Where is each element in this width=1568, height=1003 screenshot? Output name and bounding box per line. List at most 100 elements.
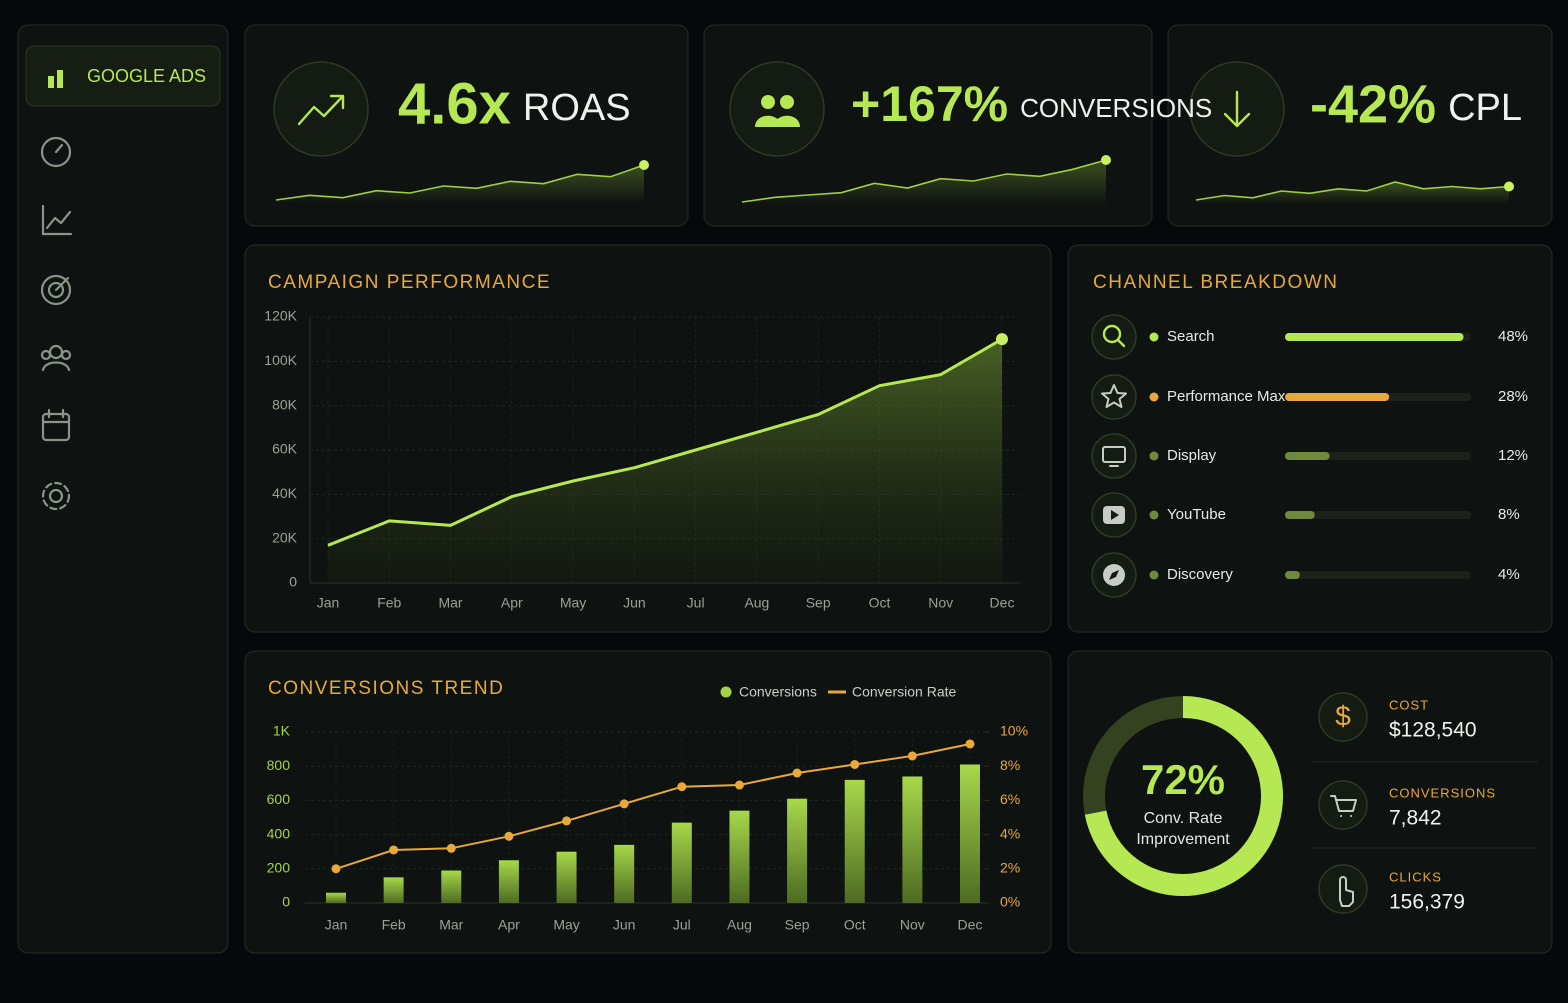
- sparkline: [1195, 181, 1510, 201]
- bar: [1285, 333, 1464, 341]
- y2-tick-label: 8%: [1000, 757, 1020, 773]
- x-tick-label: Sep: [806, 595, 831, 611]
- legend-dot: [1149, 451, 1159, 461]
- line-point: [792, 768, 802, 778]
- campaign-chart: 0 20K 40K 60K 80K 100K 120K Jan Feb Mar Apr May Jun J…: [264, 308, 1020, 611]
- line-end-dot: [996, 333, 1008, 346]
- bar: [844, 779, 865, 903]
- value-label: 48%: [1498, 328, 1528, 345]
- bar: [614, 844, 635, 903]
- x-tick-label: Jul: [673, 917, 691, 933]
- y-tick-label: 1K: [273, 723, 291, 739]
- y-tick-label: 20K: [272, 529, 298, 545]
- value-label: 28%: [1498, 388, 1528, 405]
- sparkline: [275, 164, 645, 201]
- line-point: [389, 845, 399, 855]
- summary: 72% COST $128,540 CONVERSIONS 7,842 CLICKS 156…: [1083, 696, 1496, 914]
- legend-label: Conversion Rate: [852, 684, 956, 700]
- y-tick-label: 80K: [272, 396, 298, 412]
- bar: [441, 870, 462, 903]
- sparkline-area: [742, 160, 1106, 206]
- nav-settings[interactable]: [41, 481, 71, 511]
- line-point: [850, 759, 860, 769]
- x-tick-label: Aug: [744, 595, 769, 611]
- bar: [556, 851, 577, 903]
- channel-name: Discovery: [1167, 566, 1233, 583]
- y2-tick-label: 0%: [1000, 894, 1020, 910]
- stat-label: CLICKS: [1389, 869, 1442, 884]
- kpi-icon: [297, 94, 345, 126]
- nav-calendar[interactable]: [41, 408, 71, 442]
- bar: [383, 877, 404, 903]
- x-tick-label: Feb: [377, 595, 401, 611]
- x-tick-label: Dec: [990, 595, 1015, 611]
- bar-track: [1285, 452, 1471, 460]
- x-tick-label: Mar: [439, 917, 463, 933]
- x-tick-label: Nov: [900, 917, 925, 933]
- line-point: [446, 843, 456, 853]
- x-tick-label: Oct: [844, 917, 866, 933]
- nav-analytics[interactable]: [41, 204, 73, 236]
- channel-chart: Search 48% Performance Max 28% Display 12% You…: [1149, 328, 1528, 583]
- card-title: CHANNEL BREAKDOWN: [1093, 272, 1338, 293]
- y-tick-label: 200: [267, 860, 291, 876]
- nav-audience[interactable]: [40, 344, 72, 372]
- sparkline-area: [1196, 182, 1509, 204]
- legend-swatch: [720, 686, 732, 698]
- kpi-icon: [755, 95, 800, 127]
- stat-icons: $: [1318, 692, 1368, 914]
- line-point: [677, 782, 687, 792]
- y2-tick-label: 6%: [1000, 791, 1020, 807]
- bar: [729, 810, 750, 903]
- brand-icon: [48, 70, 63, 88]
- donut-arc: [1084, 696, 1284, 896]
- area-fill: [328, 339, 1002, 583]
- stat-value: $128,540: [1389, 719, 1477, 742]
- y-tick-label: 60K: [272, 441, 298, 457]
- kpi-icon: [1223, 90, 1251, 128]
- kpi-value: 4.6x: [398, 71, 511, 136]
- bar: [1285, 511, 1315, 519]
- value-label: 8%: [1498, 506, 1520, 523]
- kpi-label: ROAS: [523, 87, 631, 129]
- line: [327, 337, 1003, 547]
- legend-dot: [1149, 570, 1159, 580]
- x-tick-label: Feb: [382, 917, 406, 933]
- legend-dot: [1149, 510, 1159, 520]
- brand-label[interactable]: GOOGLE ADS: [87, 66, 206, 86]
- line-point: [734, 780, 744, 790]
- nav-active[interactable]: [25, 45, 221, 107]
- bar: [960, 764, 980, 903]
- x-tick-label: Sep: [785, 917, 810, 933]
- kpi-icon-ring: [729, 61, 825, 157]
- nav-targets[interactable]: [40, 274, 72, 306]
- line-point: [331, 864, 341, 874]
- channel-name: Search: [1167, 328, 1215, 345]
- sparkline-end: [639, 160, 649, 170]
- y-tick-label: 120K: [264, 308, 297, 324]
- donut-label-box: Conv. Rate Improvement: [1136, 810, 1229, 848]
- kpi-label: CPL: [1448, 87, 1522, 129]
- y-tick-label: 800: [267, 757, 291, 773]
- kpi-icon-ring: [273, 61, 369, 157]
- x-tick-label: Jan: [325, 917, 348, 933]
- stat-label: CONVERSIONS: [1389, 785, 1496, 800]
- bar: [1285, 452, 1330, 460]
- x-tick-label: Jul: [687, 595, 705, 611]
- y2-tick-label: 4%: [1000, 825, 1020, 841]
- sparkline-area: [276, 165, 644, 204]
- y-tick-label: 400: [267, 825, 291, 841]
- bar: [498, 860, 519, 903]
- card-title: CONVERSIONS TREND: [268, 678, 504, 699]
- x-tick-label: Jan: [317, 595, 340, 611]
- x-tick-label: Jun: [623, 595, 646, 611]
- nav-dashboard[interactable]: [40, 136, 72, 168]
- sparkline-end: [1101, 155, 1111, 165]
- x-tick-label: Apr: [498, 917, 520, 933]
- kpi-value: +167%: [851, 76, 1008, 132]
- bar-track: [1285, 511, 1471, 519]
- x-tick-label: Apr: [501, 595, 523, 611]
- y-tick-label: 600: [267, 791, 291, 807]
- bar: [1285, 393, 1390, 401]
